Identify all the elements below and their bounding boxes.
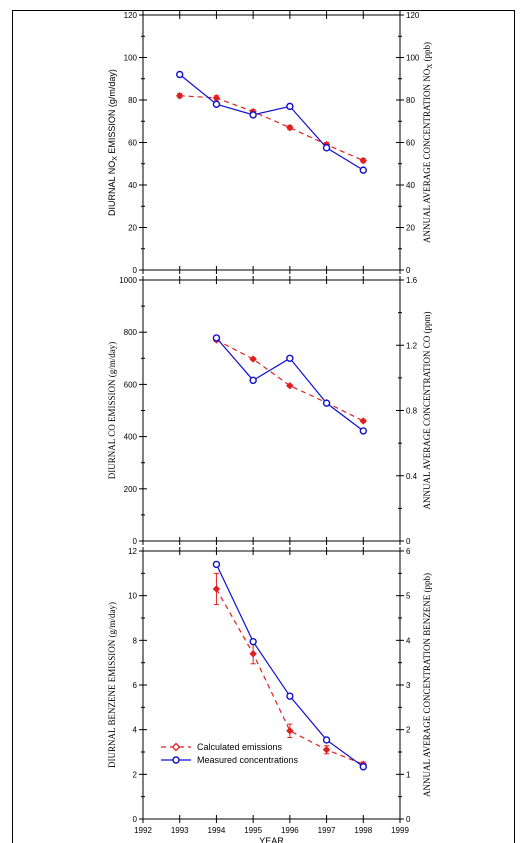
x-tick-label: 1999 <box>391 826 409 835</box>
data-point <box>212 334 221 342</box>
right-tick-label: 1 <box>406 770 411 779</box>
left-axis-label: DIURNAL CO EMISSION (g/m/day) <box>107 342 117 479</box>
data-point <box>249 111 257 119</box>
right-axis-label: ANNUAL AVERAGE CONCENTRATION CO (ppm) <box>422 312 432 510</box>
left-tick-label: 200 <box>124 485 138 494</box>
data-point <box>359 166 367 174</box>
left-tick-label: 60 <box>128 139 137 148</box>
x-tick-label: 1994 <box>208 826 226 835</box>
right-tick-label: 0 <box>406 266 411 275</box>
left-tick-label: 1000 <box>119 276 137 285</box>
right-tick-label: 20 <box>406 224 415 233</box>
left-tick-label: 0 <box>133 266 138 275</box>
right-tick-label: 120 <box>406 11 420 20</box>
data-point <box>249 637 257 646</box>
x-tick-label: 1996 <box>281 826 299 835</box>
right-tick-label: 6 <box>406 547 411 556</box>
left-tick-label: 400 <box>124 433 138 442</box>
x-axis-label: YEAR <box>259 836 284 843</box>
left-axis-label: DIURNAL NOX EMISSION (g/m/day) <box>107 69 119 216</box>
right-tick-label: 4 <box>406 636 411 645</box>
series-1-line <box>215 588 364 765</box>
data-point <box>286 354 294 362</box>
right-tick-label: 5 <box>406 592 411 601</box>
left-tick-label: 2 <box>133 770 138 779</box>
plot-area <box>142 279 401 542</box>
data-point <box>212 560 221 569</box>
legend: Calculated emissions Measured concentrati… <box>161 742 299 765</box>
legend-label: Measured concentrations <box>197 755 299 765</box>
right-tick-label: 60 <box>406 139 415 148</box>
left-tick-label: 0 <box>133 815 138 824</box>
data-point <box>176 70 184 79</box>
data-point <box>249 376 257 385</box>
right-tick-label: 3 <box>406 681 411 690</box>
data-point <box>359 427 367 435</box>
data-point <box>359 417 367 425</box>
data-point <box>322 736 331 744</box>
right-tick-label: 80 <box>406 96 415 105</box>
right-tick-label: 0 <box>406 537 411 546</box>
data-point <box>359 156 367 165</box>
data-point <box>286 123 294 132</box>
x-tick-label: 1997 <box>318 826 336 835</box>
data-point <box>322 399 331 407</box>
right-tick-label: 40 <box>406 181 415 190</box>
right-axis-label: ANNUAL AVERAGE CONCENTRATION BENZENE (pp… <box>422 573 432 797</box>
legend-marker <box>171 742 181 752</box>
right-tick-label: 1.2 <box>406 341 418 350</box>
data-point <box>212 100 221 108</box>
data-point <box>286 727 294 735</box>
chart-panel-2: 0 200 400 600 800 1000 0 0.4 0.8 1.2 1.6 DIURNAL CO… <box>107 276 432 546</box>
right-tick-label: 1.6 <box>406 276 418 285</box>
left-tick-label: 6 <box>133 681 138 690</box>
left-tick-label: 8 <box>133 636 138 645</box>
data-point <box>286 102 294 111</box>
legend-label: Calculated emissions <box>197 742 283 752</box>
x-tick-label: 1998 <box>354 826 372 835</box>
series-1-line <box>179 95 364 162</box>
data-point <box>249 355 257 363</box>
left-tick-label: 800 <box>124 328 138 337</box>
plot-area <box>142 550 401 820</box>
chart-panel-1: 0 20 40 60 80 100 120 0 20 40 60 80 100 120 DIURNAL NO… <box>107 11 434 275</box>
series-1-line <box>216 339 364 422</box>
data-point <box>359 763 367 771</box>
right-tick-label: 0 <box>406 815 411 824</box>
right-tick-label: 0.8 <box>406 407 418 416</box>
x-tick-label: 1993 <box>171 826 189 835</box>
figure-frame <box>12 10 515 843</box>
right-tick-label: 2 <box>406 726 411 735</box>
data-point <box>176 92 184 100</box>
legend-marker <box>172 756 180 764</box>
left-tick-label: 80 <box>128 96 137 105</box>
left-tick-label: 120 <box>124 11 138 20</box>
x-tick-label: 1992 <box>134 826 152 835</box>
left-tick-label: 0 <box>133 537 138 546</box>
left-tick-label: 20 <box>128 224 137 233</box>
left-tick-label: 12 <box>128 547 137 556</box>
right-tick-label: 0.4 <box>406 472 418 481</box>
left-tick-label: 10 <box>128 592 137 601</box>
data-point <box>286 692 294 700</box>
x-tick-label: 1995 <box>244 826 262 835</box>
data-point <box>212 585 221 593</box>
left-tick-label: 4 <box>133 726 138 735</box>
series-2-line <box>179 74 364 171</box>
data-point <box>286 381 294 390</box>
right-tick-label: 100 <box>406 54 420 63</box>
data-point <box>249 650 257 658</box>
data-point <box>322 144 331 152</box>
left-tick-label: 100 <box>124 54 138 63</box>
right-axis-label: ANNUAL AVERAGE CONCENTRATION NOX (ppb) <box>422 42 434 243</box>
left-axis-label: DIURNAL BENZENE EMISSION (g/m/day) <box>107 602 117 768</box>
data-point <box>322 746 331 754</box>
left-tick-label: 40 <box>128 181 137 190</box>
left-tick-label: 600 <box>124 380 138 389</box>
plot-area <box>142 14 401 271</box>
